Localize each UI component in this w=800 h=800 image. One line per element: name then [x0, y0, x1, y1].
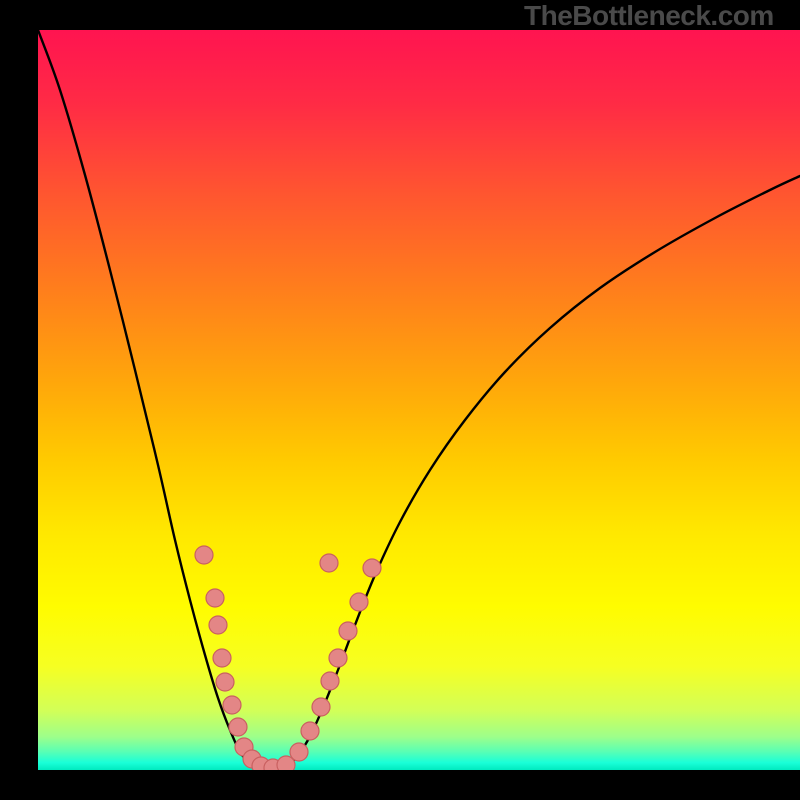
data-marker: [209, 616, 227, 634]
data-marker: [350, 593, 368, 611]
data-marker: [363, 559, 381, 577]
frame-bottom: [0, 770, 800, 800]
data-marker: [329, 649, 347, 667]
data-marker: [321, 672, 339, 690]
bottleneck-curve: [38, 30, 800, 770]
data-marker: [213, 649, 231, 667]
data-marker: [320, 554, 338, 572]
watermark-text: TheBottleneck.com: [524, 0, 774, 32]
bottleneck-chart: TheBottleneck.com: [0, 0, 800, 800]
data-marker: [195, 546, 213, 564]
data-marker: [301, 722, 319, 740]
data-marker: [229, 718, 247, 736]
data-marker: [312, 698, 330, 716]
frame-left: [0, 0, 38, 800]
data-marker: [216, 673, 234, 691]
data-marker: [290, 743, 308, 761]
data-marker: [206, 589, 224, 607]
data-marker: [223, 696, 241, 714]
chart-svg-overlay: [0, 0, 800, 800]
data-marker: [339, 622, 357, 640]
